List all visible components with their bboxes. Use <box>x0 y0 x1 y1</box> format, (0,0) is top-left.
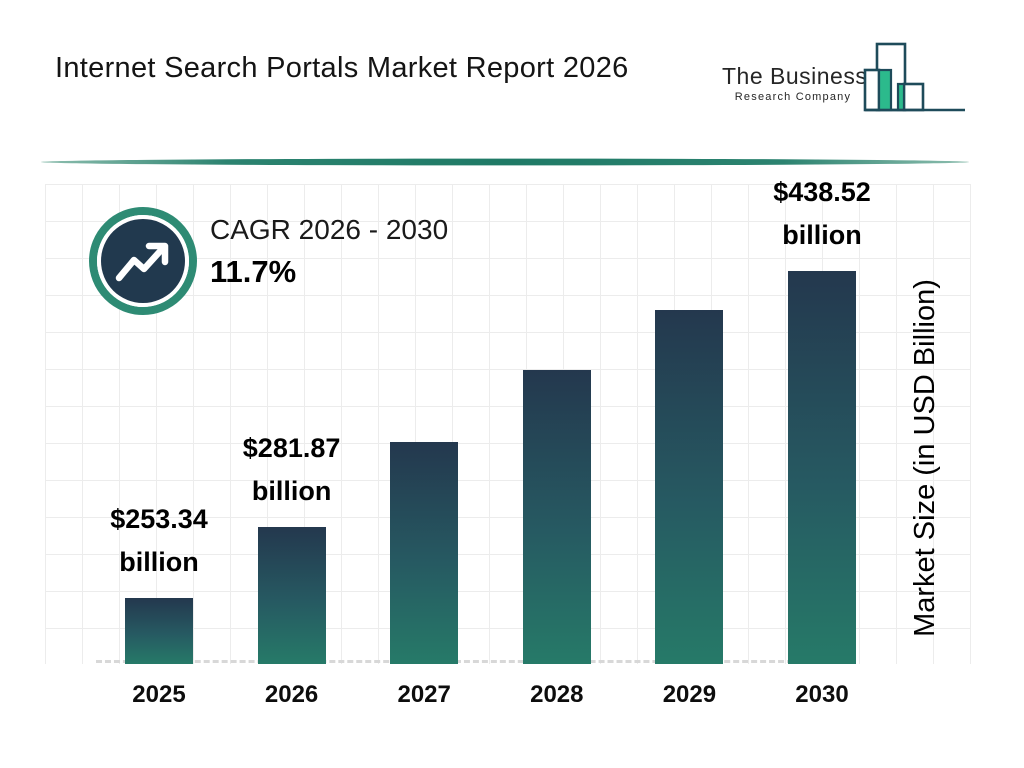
bar-2029 <box>655 310 724 664</box>
cagr-annotation: CAGR 2026 - 2030 11.7% <box>210 214 448 290</box>
x-tick-label-2029: 2029 <box>662 681 717 708</box>
cagr-value: 11.7% <box>210 254 297 289</box>
x-tick-label-2028: 2028 <box>530 681 584 708</box>
logo-text-line2: Research Company <box>734 91 852 103</box>
x-tick-label-2027: 2027 <box>397 681 451 708</box>
bar-2026 <box>257 527 326 664</box>
y-axis-label: Market Size (in USD Billion) <box>909 279 941 637</box>
logo-text-line1: The Business <box>722 63 868 89</box>
value-label-2026: $281.87 billion <box>242 433 341 506</box>
company-logo: The Business Research Company <box>722 63 868 103</box>
trend-up-arrow-icon <box>89 207 197 315</box>
bar-2027 <box>390 442 459 664</box>
x-tick-label-2025: 2025 <box>132 681 186 708</box>
cagr-label: CAGR 2026 - 2030 <box>210 214 449 245</box>
value-label-2025: $253.34 billion <box>110 504 208 577</box>
page-title: Internet Search Portals Market Report 20… <box>55 52 629 84</box>
bar-2025 <box>125 598 193 664</box>
divider-line <box>41 158 969 166</box>
x-tick-label-2026: 2026 <box>264 681 319 708</box>
bar-2028 <box>522 370 591 664</box>
bar-2030 <box>788 271 856 664</box>
x-tick-label-2030: 2030 <box>795 681 849 708</box>
bar-chart-skyline-icon <box>863 42 965 112</box>
value-label-2030: $438.52 billion <box>773 177 871 250</box>
